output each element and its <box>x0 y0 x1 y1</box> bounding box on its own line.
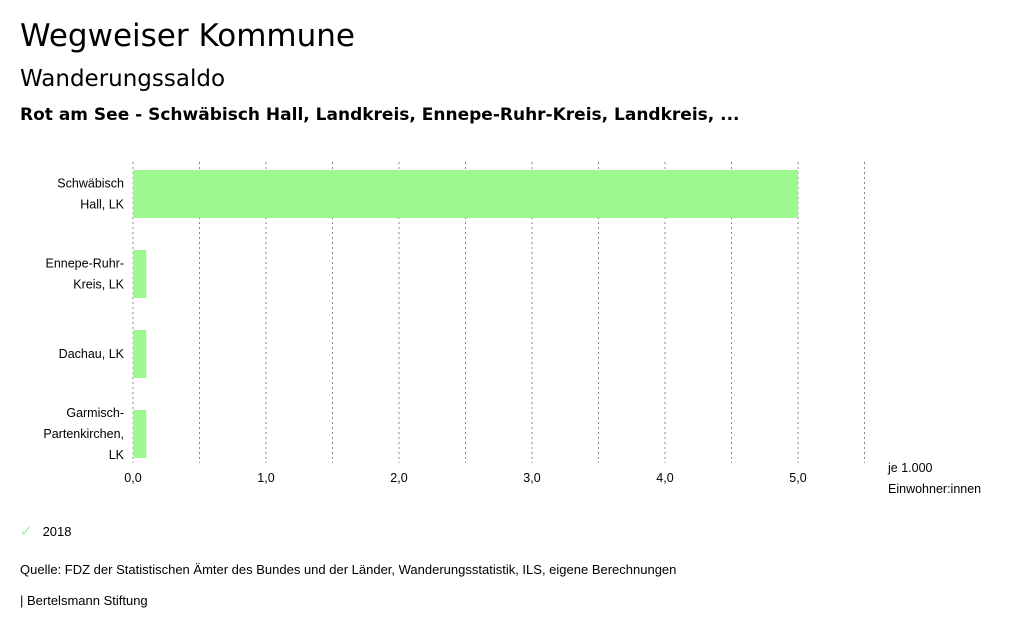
bar[interactable] <box>133 250 147 298</box>
x-tick-label: 0,0 <box>124 471 141 485</box>
bar[interactable] <box>133 410 147 458</box>
bar[interactable] <box>133 330 147 378</box>
x-tick-label: 2,0 <box>390 471 407 485</box>
x-tick-label: 3,0 <box>523 471 540 485</box>
source-note: Quelle: FDZ der Statistischen Ämter des … <box>20 562 677 577</box>
bar-chart: Schwäbisch Hall, LK Ennepe-Ruhr-Kreis, LK D… <box>43 162 981 496</box>
region-list: Rot am See - Schwäbisch Hall, Landkreis,… <box>20 105 740 125</box>
x-tick-labels: 0,0 1,0 2,0 3,0 4,0 5,0 <box>124 471 806 485</box>
page-title: Wegweiser Kommune <box>20 18 355 54</box>
check-icon: ✓ <box>20 523 33 540</box>
bar-series <box>133 170 798 458</box>
category-labels: Schwäbisch Hall, LK Ennepe-Ruhr-Kreis, LK D… <box>43 177 124 463</box>
legend-label: 2018 <box>42 523 72 539</box>
category-label: Schwäbisch Hall, LK <box>57 177 124 212</box>
category-label: Dachau, LK <box>59 347 125 361</box>
chart-subtitle: Wanderungssaldo <box>20 66 226 92</box>
x-tick-label: 1,0 <box>257 471 274 485</box>
bar[interactable] <box>133 170 798 218</box>
brand-label: | Bertelsmann Stiftung <box>20 593 148 608</box>
x-tick-label: 4,0 <box>656 471 673 485</box>
legend[interactable]: ✓ 2018 <box>20 522 72 540</box>
category-label: Ennepe-Ruhr-Kreis, LK <box>45 257 124 292</box>
category-label: Garmisch-Partenkirchen, LK <box>43 406 124 462</box>
x-tick-label: 5,0 <box>789 471 806 485</box>
unit-label: je 1.000 Einwohner:innen <box>887 461 981 496</box>
